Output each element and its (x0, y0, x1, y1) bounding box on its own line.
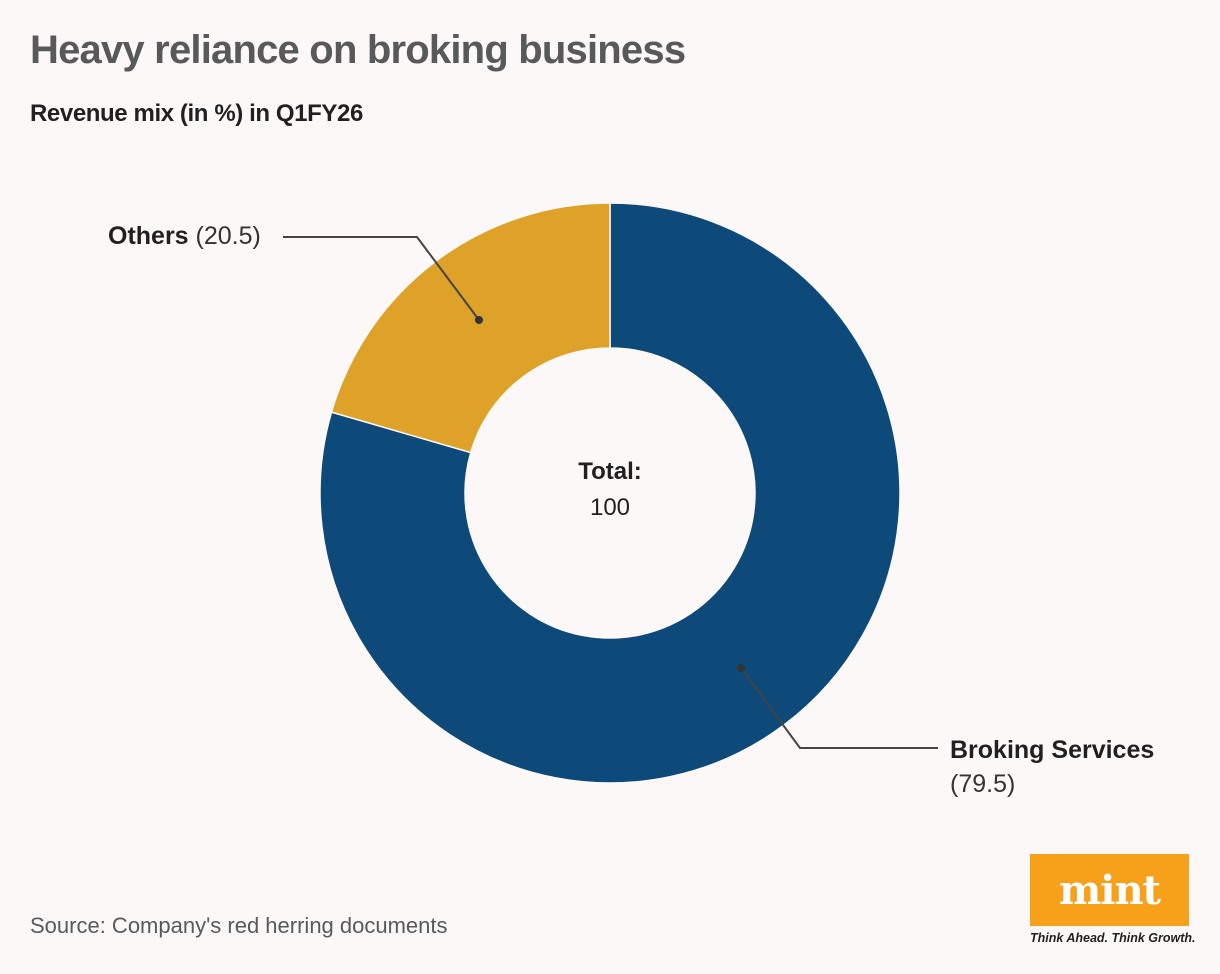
others-label: Others (20.5) (108, 222, 261, 251)
broking-value: (79.5) (950, 770, 1016, 798)
source-note: Source: Company's red herring documents (30, 913, 448, 938)
others-value: (20.5) (195, 222, 261, 250)
others-leader-line (283, 236, 480, 321)
chart-subtitle: Revenue mix (in %) in Q1FY26 (30, 100, 363, 127)
broking-leader-line (740, 667, 938, 749)
others-leader-dot (475, 316, 483, 324)
total-value: 100 (589, 494, 631, 521)
total-label: Total: (578, 458, 642, 485)
others-name: Others (108, 222, 189, 250)
broking-label: Broking Services (79.5) (950, 733, 1154, 801)
slice-broking-services (319, 202, 901, 784)
donut-center: Total: 100 (540, 458, 680, 522)
mint-logo: mint (1030, 854, 1189, 926)
chart-title: Heavy reliance on broking business (30, 28, 686, 72)
broking-name: Broking Services (950, 736, 1155, 764)
logo-text: mint (1058, 866, 1161, 914)
broking-leader-dot (737, 664, 745, 672)
logo-tagline: Think Ahead. Think Growth. (1030, 931, 1196, 945)
slice-others (330, 202, 611, 454)
